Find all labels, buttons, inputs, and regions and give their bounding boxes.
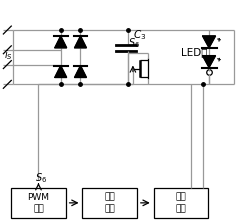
Bar (83, 188, 137, 218)
Polygon shape (74, 66, 87, 78)
Text: 闭环
控制: 闭环 控制 (104, 193, 115, 213)
Bar (11, 188, 66, 218)
Polygon shape (203, 56, 216, 68)
Polygon shape (55, 66, 67, 78)
Text: $S_6$: $S_6$ (128, 36, 140, 50)
Text: PWM
驱动: PWM 驱动 (28, 193, 49, 213)
Text: $S_6$: $S_6$ (34, 171, 47, 185)
Text: LED串: LED串 (181, 47, 208, 57)
Polygon shape (74, 36, 87, 48)
Text: $i_S$: $i_S$ (4, 48, 13, 62)
Text: $C_3$: $C_3$ (133, 28, 146, 42)
Text: 电流
检测: 电流 检测 (176, 193, 186, 213)
Polygon shape (55, 36, 67, 48)
Polygon shape (203, 36, 216, 48)
Bar (154, 188, 208, 218)
